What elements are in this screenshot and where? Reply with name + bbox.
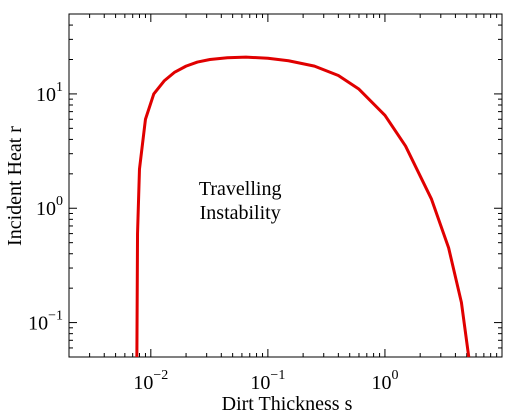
y-tick-label: 100 — [36, 194, 63, 220]
axis-tick-labels: 10−2 10−1 100 10−1 100 101 — [28, 80, 398, 394]
x-tick-label: 10−1 — [250, 368, 285, 394]
plot-area-frame — [68, 13, 503, 358]
x-tick-label: 10−2 — [133, 368, 168, 394]
series-line — [135, 55, 471, 358]
annotations: Travelling Instability — [199, 178, 282, 224]
x-axis-label: Dirt Thickness s — [222, 393, 353, 415]
axis-ticks — [68, 13, 503, 358]
y-tick-label: 10−1 — [28, 309, 63, 335]
y-axis-label: Incident Heat r — [4, 126, 26, 246]
y-tick-label: 101 — [36, 80, 63, 106]
annotation-text: Travelling Instability — [199, 178, 282, 224]
data-series-group — [135, 55, 471, 358]
x-tick-label: 100 — [371, 368, 398, 394]
